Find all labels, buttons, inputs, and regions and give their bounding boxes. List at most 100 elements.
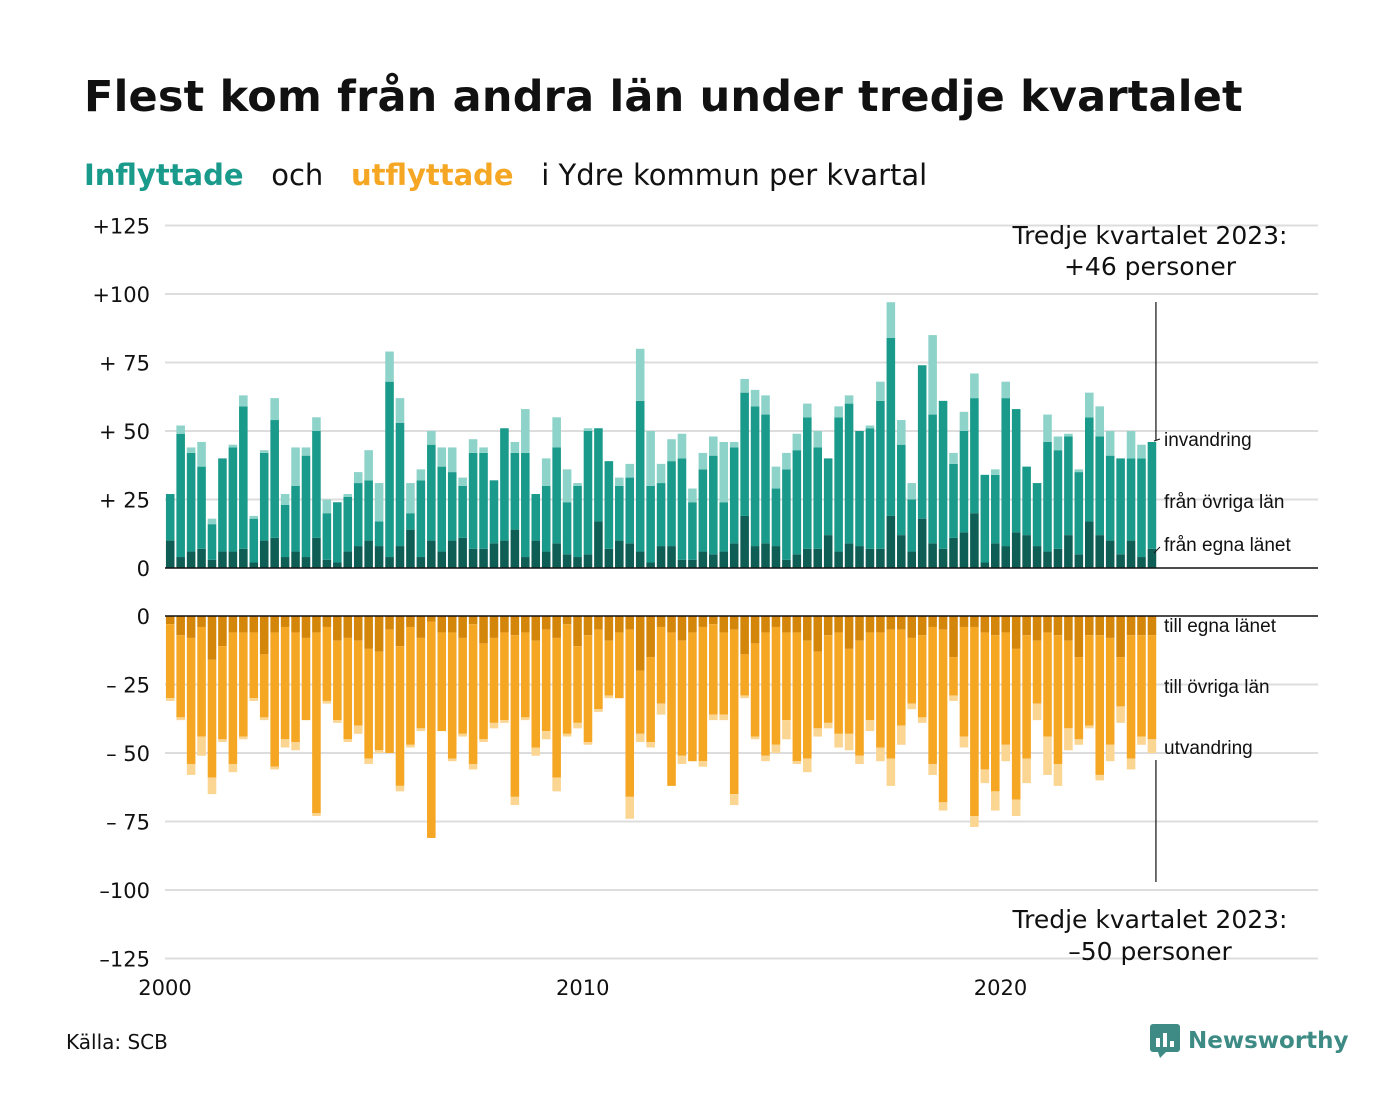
bar-outflow-emigration (740, 695, 749, 699)
bar-outflow-own-county (322, 616, 332, 627)
bar-inflow-own-county (1064, 535, 1073, 568)
bar-inflow-own-county (1032, 546, 1042, 568)
bar-inflow-own-county (1022, 535, 1031, 568)
bar-outflow-emigration (750, 736, 760, 740)
bar-inflow-own-county (615, 540, 624, 568)
bar-outflow-own-county (980, 616, 990, 633)
bar-inflow-other-counties (468, 452, 478, 549)
bar-inflow-immigration (228, 444, 238, 448)
bar-inflow-other-counties (228, 447, 238, 552)
bar-inflow-own-county (239, 548, 248, 568)
bar-inflow-immigration (197, 441, 206, 467)
bar-inflow-own-county (959, 532, 969, 568)
bar-inflow-other-counties (573, 485, 582, 558)
bar-outflow-other-counties (803, 640, 812, 759)
bar-inflow-own-county (625, 543, 635, 568)
bar-outflow-own-county (186, 616, 196, 638)
bar-outflow-other-counties (437, 632, 447, 732)
bar-outflow-own-county (353, 616, 363, 641)
bar-outflow-own-county (792, 616, 802, 633)
bar-inflow-immigration (625, 463, 635, 478)
bar-inflow-other-counties (176, 433, 185, 558)
bar-inflow-own-county (301, 557, 311, 568)
bar-inflow-immigration (270, 398, 279, 421)
bar-inflow-other-counties (949, 463, 958, 538)
series-labels: Tredje kvartalet 2023:+46 personerTredje… (1012, 221, 1292, 966)
bar-outflow-emigration (239, 736, 248, 740)
bar-inflow-immigration (521, 409, 530, 453)
x-tick-label: 2000 (138, 976, 191, 1000)
bar-inflow-other-counties (218, 458, 227, 552)
bar-inflow-other-counties (844, 403, 854, 544)
bar-outflow-other-counties (917, 635, 927, 718)
bar-outflow-emigration (1137, 736, 1146, 745)
bar-outflow-emigration (886, 758, 896, 786)
bar-outflow-own-county (698, 616, 708, 627)
bar-inflow-immigration (541, 458, 551, 486)
bar-inflow-immigration (364, 450, 373, 481)
bar-inflow-other-counties (750, 406, 760, 547)
bar-outflow-other-counties (698, 626, 708, 762)
bar-outflow-other-counties (489, 637, 499, 723)
bar-inflow-other-counties (1053, 450, 1063, 549)
bar-outflow-emigration (489, 722, 499, 729)
bar-inflow-own-county (792, 554, 802, 568)
bar-outflow-other-counties (573, 646, 582, 723)
bar-outflow-emigration (1105, 744, 1115, 762)
bar-inflow-other-counties (541, 485, 551, 552)
y-tick-label-top: 0 (137, 557, 150, 581)
annotation-top-line2: +46 personer (1064, 252, 1237, 281)
bar-inflow-own-county (385, 557, 394, 568)
bar-inflow-own-county (1043, 551, 1052, 568)
bar-outflow-own-county (646, 616, 655, 658)
bar-outflow-other-counties (761, 632, 770, 756)
bar-outflow-emigration (312, 813, 321, 817)
bar-outflow-emigration (197, 736, 206, 756)
bar-outflow-own-county (259, 616, 269, 655)
bar-inflow-own-county (479, 548, 488, 568)
bar-inflow-other-counties (980, 474, 990, 563)
bar-outflow-emigration (1147, 739, 1157, 753)
bar-inflow-immigration (395, 398, 405, 423)
bar-inflow-own-county (865, 548, 875, 568)
bar-inflow-own-county (980, 562, 990, 568)
bar-outflow-other-counties (855, 640, 864, 756)
bar-inflow-immigration (709, 436, 718, 456)
bar-outflow-emigration (646, 742, 655, 748)
bar-outflow-emigration (813, 728, 823, 737)
bar-inflow-immigration (573, 483, 582, 486)
bar-outflow-other-counties (385, 629, 394, 753)
bar-inflow-immigration (1053, 436, 1063, 451)
logo-text: Newsworthy (1188, 1028, 1349, 1054)
bar-outflow-emigration (500, 720, 509, 723)
bar-outflow-other-counties (165, 624, 175, 699)
bar-inflow-other-counties (186, 452, 196, 552)
bar-outflow-other-counties (823, 635, 833, 723)
bar-outflow-other-counties (416, 637, 426, 729)
bar-outflow-emigration (771, 744, 781, 753)
bar-outflow-own-county (594, 616, 603, 630)
bar-outflow-emigration (928, 763, 937, 775)
series-label-inflow: från övriga län (1164, 492, 1284, 513)
bar-inflow-own-county (552, 543, 561, 568)
bar-outflow-other-counties (656, 626, 666, 704)
bar-outflow-own-county (270, 616, 279, 633)
bar-inflow-own-county (698, 551, 708, 568)
bar-inflow-own-county (876, 548, 885, 568)
bar-inflow-immigration (1105, 431, 1115, 456)
bar-outflow-emigration (594, 709, 603, 712)
bar-inflow-own-county (782, 559, 791, 568)
bar-outflow-own-county (165, 616, 175, 625)
bar-inflow-other-counties (834, 417, 843, 552)
bar-inflow-own-county (1147, 548, 1157, 568)
series-label-inflow: från egna länet (1164, 535, 1291, 556)
bar-inflow-own-county (677, 559, 687, 568)
bar-inflow-immigration (562, 469, 572, 503)
bar-outflow-own-county (218, 616, 227, 647)
bar-inflow-immigration (447, 447, 457, 473)
bar-inflow-other-counties (709, 455, 718, 555)
bar-inflow-own-county (333, 562, 342, 568)
y-tick-label-top: +125 (92, 215, 150, 239)
bar-inflow-other-counties (395, 422, 405, 547)
